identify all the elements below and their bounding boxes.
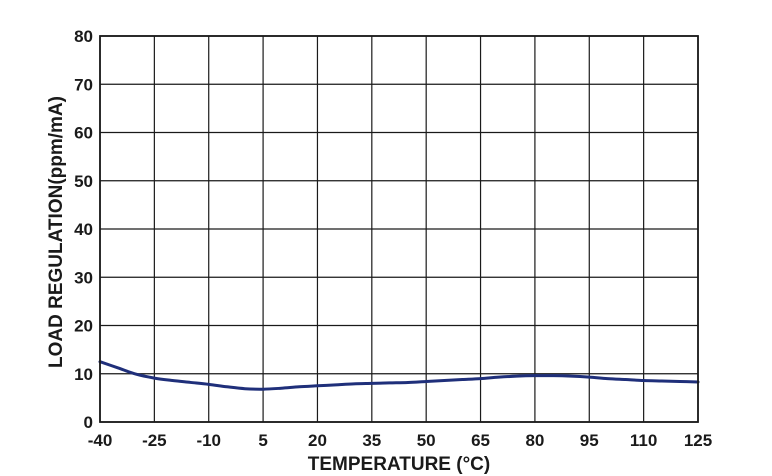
x-axis-title: TEMPERATURE (°C) [308, 454, 490, 475]
y-tick-label: 40 [74, 220, 93, 239]
y-tick-labels: 0 10 20 30 40 50 60 70 80 [74, 27, 93, 432]
y-tick-label: 30 [74, 268, 93, 287]
grid [99, 35, 699, 423]
x-tick-label: 110 [630, 431, 657, 450]
x-tick-label: 50 [417, 431, 436, 450]
y-axis-title: LOAD REGULATION(ppm/mA) [46, 96, 67, 368]
series-group [98, 360, 700, 391]
x-tick-label: -40 [88, 431, 113, 450]
y-tick-label: 10 [74, 365, 93, 384]
x-tick-label: 35 [362, 431, 381, 450]
y-tick-label: 20 [74, 317, 93, 336]
x-tick-label: 5 [258, 431, 267, 450]
x-tick-label: 80 [525, 431, 544, 450]
x-tick-label: 65 [471, 431, 490, 450]
series-line-0 [98, 360, 700, 391]
y-tick-label: 60 [74, 124, 93, 143]
y-tick-label: 50 [74, 172, 93, 191]
plot-frame [99, 35, 699, 423]
x-tick-label: -25 [142, 431, 167, 450]
x-tick-label: -10 [196, 431, 221, 450]
x-tick-label: 95 [580, 431, 599, 450]
x-tick-labels: -40 -25 -10 5 20 35 50 65 80 95 110 125 [88, 431, 712, 450]
y-tick-label: 80 [74, 27, 93, 46]
x-tick-label: 20 [308, 431, 327, 450]
x-tick-label: 125 [684, 431, 712, 450]
y-tick-label: 70 [74, 75, 93, 94]
y-tick-label: 0 [84, 413, 93, 432]
